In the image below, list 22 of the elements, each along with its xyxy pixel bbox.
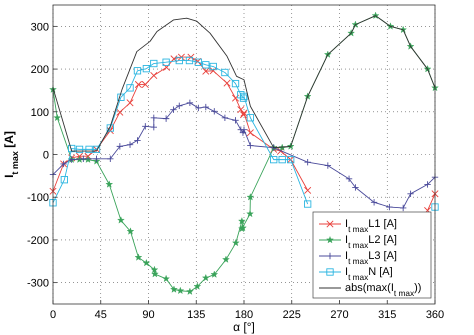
x-tick-label: 270	[330, 309, 349, 321]
x-axis-title: α [°]	[233, 320, 255, 334]
y-tick-label: 0	[42, 150, 49, 162]
legend-label: I$_{t max}$L1 [A]	[345, 218, 397, 234]
x-tick-label: 180	[234, 309, 254, 321]
x-tick-label: 315	[378, 309, 396, 321]
y-tick-label: 200	[30, 64, 49, 76]
legend-label: I$_{t max}$N [A]	[345, 266, 393, 282]
x-tick-label: 135	[187, 309, 206, 321]
y-tick-label: -300	[26, 278, 49, 290]
y-tick-label: 300	[30, 21, 49, 34]
x-tick-label: 225	[282, 309, 301, 321]
x-tick-label: 360	[426, 309, 444, 321]
y-tick-label: 100	[30, 106, 49, 119]
legend-label: I$_{t max}$L2 [A]	[345, 234, 397, 250]
y-tick-label: -100	[26, 192, 49, 204]
legend-label: I$_{t max}$L3 [A]	[345, 250, 397, 266]
legend-label: abs(max(I$_{t max}$))	[345, 282, 422, 298]
y-tick-label: -200	[26, 234, 49, 247]
x-tick-label: 90	[142, 309, 155, 321]
x-tick-label: 45	[94, 309, 107, 321]
x-tick-label: 0	[50, 309, 56, 321]
